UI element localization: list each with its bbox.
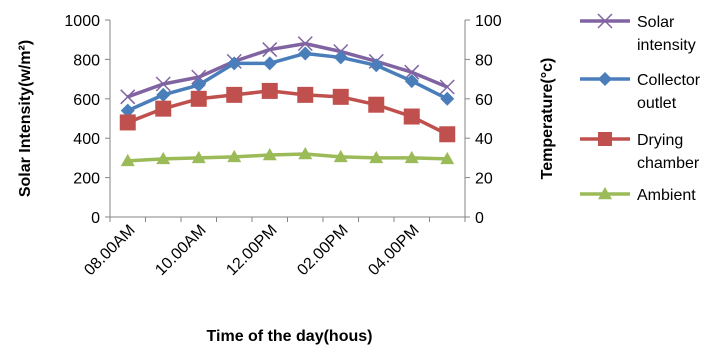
diamond-marker xyxy=(598,72,612,86)
diamond-marker xyxy=(262,56,277,71)
legend-label: intensity xyxy=(637,37,696,54)
y-left-tick-label: 600 xyxy=(73,92,100,109)
y-axis-left-title: Solar Intensity(w/m²) xyxy=(17,40,34,197)
x-marker xyxy=(120,89,136,105)
y-right-tick-label: 40 xyxy=(475,131,493,148)
triangle-marker xyxy=(262,147,277,161)
square-marker xyxy=(598,132,612,146)
diamond-marker xyxy=(333,50,348,65)
diamond-marker xyxy=(156,87,171,102)
series xyxy=(119,36,456,167)
square-marker xyxy=(226,86,243,103)
series-collector-outlet xyxy=(120,46,455,118)
y-right-tick-label: 20 xyxy=(475,171,493,188)
legend-label: Drying xyxy=(637,132,683,149)
diamond-marker xyxy=(191,78,206,93)
series-ambient xyxy=(120,146,455,167)
triangle-marker xyxy=(404,150,419,164)
square-marker xyxy=(297,86,314,103)
x-marker xyxy=(597,13,613,29)
diamond-marker xyxy=(404,74,419,89)
triangle-marker xyxy=(191,150,206,164)
triangle-marker xyxy=(156,151,171,165)
x-tick-label: 08.00AM xyxy=(81,222,138,279)
series-line-ambient xyxy=(127,152,448,163)
series-line-solar-intensity xyxy=(127,41,448,99)
legend-item-drying-chamber: Drying chamber xyxy=(580,132,700,172)
y-right-tick-label: 80 xyxy=(475,52,493,69)
y-left-tick-label: 200 xyxy=(73,171,100,188)
triangle-marker xyxy=(369,150,384,164)
x-tick-label: 02.00PM xyxy=(294,222,351,279)
x-tick-label: 10.00AM xyxy=(152,222,209,279)
diamond-marker xyxy=(440,91,455,106)
legend-item-collector-outlet: Collector outlet xyxy=(580,72,701,112)
legend-label: outlet xyxy=(637,95,677,112)
diamond-marker xyxy=(120,103,135,118)
y-left-tick-label: 0 xyxy=(91,210,100,227)
y-axis-right-title: Temperature(°c) xyxy=(539,58,556,180)
square-marker xyxy=(119,114,136,131)
y-right-tick-label: 0 xyxy=(475,210,484,227)
triangle-marker xyxy=(227,149,242,163)
legend-label: Collector xyxy=(637,72,701,89)
y-left-tick-label: 800 xyxy=(73,52,100,69)
series-line-collector-outlet xyxy=(127,51,449,113)
square-marker xyxy=(403,108,420,125)
triangle-marker xyxy=(298,146,313,160)
x-marker xyxy=(262,42,278,58)
legend: Solar intensity Collector outlet Drying chamb… xyxy=(580,13,701,204)
diamond-marker xyxy=(369,58,384,73)
diamond-marker xyxy=(298,46,313,61)
y-right-tick-label: 60 xyxy=(475,92,493,109)
y-left-tick-label: 400 xyxy=(73,131,100,148)
square-marker xyxy=(368,96,385,113)
triangle-marker xyxy=(333,149,348,163)
ticks: 0 200 400 600 800 1000 0 20 40 60 80 100 08.00AM 10.0… xyxy=(64,13,501,279)
series-solar-intensity xyxy=(120,36,455,105)
square-marker xyxy=(190,90,207,107)
legend-label: chamber xyxy=(637,155,700,172)
square-marker xyxy=(155,100,172,117)
x-marker xyxy=(297,36,313,52)
square-marker xyxy=(332,88,349,105)
square-marker xyxy=(439,126,456,143)
y-right-tick-label: 100 xyxy=(475,13,502,30)
legend-label: Solar xyxy=(637,14,675,31)
legend-label: Ambient xyxy=(637,187,696,204)
y-left-tick-label: 1000 xyxy=(64,13,100,30)
series-line-drying-chamber xyxy=(127,89,449,136)
triangle-marker xyxy=(440,151,455,165)
x-axis-title: Time of the day(hous) xyxy=(207,328,373,345)
legend-item-ambient: Ambient xyxy=(580,187,696,204)
series-drying-chamber xyxy=(119,82,456,143)
x-marker xyxy=(404,64,420,80)
square-marker xyxy=(261,82,278,99)
diamond-marker xyxy=(227,56,242,71)
x-marker xyxy=(155,76,171,92)
legend-item-solar-intensity: Solar intensity xyxy=(580,13,696,54)
x-tick-label: 12.00PM xyxy=(223,222,280,279)
triangle-marker xyxy=(598,187,612,200)
triangle-marker xyxy=(120,153,135,167)
x-marker xyxy=(439,79,455,95)
x-tick-label: 04.00PM xyxy=(365,222,422,279)
